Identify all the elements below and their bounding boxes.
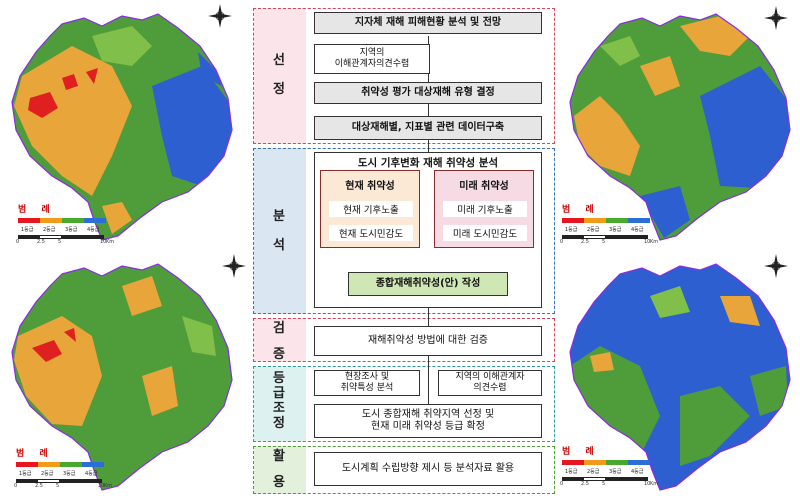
current-vulnerability-title: 현재 취약성 [345, 181, 395, 192]
legend-color-4 [628, 460, 650, 465]
future-exposure: 미래 기후노출 [443, 201, 527, 217]
section-label-verification: 검 증 [273, 321, 285, 362]
current-sensitivity: 현재 도시민감도 [329, 225, 413, 241]
compass-icon [222, 254, 246, 282]
scale-tick-label: 10 [100, 239, 107, 245]
scale-tick-label: 10 [644, 239, 651, 245]
future-sensitivity: 미래 도시민감도 [443, 225, 527, 241]
verification-box: 재해취약성 방법에 대한 검증 [314, 326, 542, 356]
legend-color-4 [84, 218, 106, 223]
legend-level-label: 4등급 [87, 227, 100, 233]
composite-vulnerability-box: 종합재해취약성(안) 작성 [348, 272, 508, 296]
legend: 범 례 1등급 2등급 3등급 4등급 0 2.5 5 10 Km [16, 202, 118, 245]
legend-color-1 [562, 218, 584, 223]
legend-level-label: 1등급 [21, 227, 34, 233]
legend-color-1 [16, 462, 38, 467]
step-data-construction: 대상재해별, 지표별 관련 데이터구축 [314, 116, 542, 140]
scale-tick-label: 0 [560, 239, 564, 245]
future-vulnerability-panel: 미래 취약성 미래 기후노출 미래 도시민감도 [434, 170, 534, 248]
legend-color-4 [628, 218, 650, 223]
stakeholder-opinion-box: 지역의 이해관계자 의견수렴 [438, 370, 542, 396]
legend-level-label: 1등급 [19, 471, 32, 477]
scale-tick-label: 2.5 [37, 239, 45, 245]
vulnerability-map-svg [569, 263, 791, 491]
future-vulnerability-title: 미래 취약성 [459, 181, 509, 192]
scale-tick-label: 0 [560, 481, 564, 487]
final-grading-box: 도시 종합재해 취약지역 선정 및 현재 미래 취약성 등급 확정 [314, 404, 542, 438]
legend-level-label: 1등급 [565, 469, 578, 475]
utilization-box: 도시계획 수립방향 제시 등 분석자료 활용 [314, 452, 542, 486]
legend-level-label: 2등급 [587, 469, 600, 475]
legend-color-4 [82, 462, 104, 467]
scale-tick-label: 2.5 [581, 481, 589, 487]
scale-tick-label: 0 [14, 483, 18, 489]
legend-color-2 [40, 218, 62, 223]
legend-color-1 [18, 218, 40, 223]
compass-icon [764, 254, 788, 282]
legend-level-label: 3등급 [63, 471, 76, 477]
scale-tick-label: 10 [644, 481, 651, 487]
legend-level-label: 4등급 [85, 471, 98, 477]
step-damage-analysis: 지자체 재해 피해현황 분석 및 전망 [314, 12, 542, 34]
map-top-left: 범 례 1등급 2등급 3등급 4등급 0 2.5 5 10 Km [2, 6, 238, 245]
legend-color-3 [606, 460, 628, 465]
legend-color-3 [60, 462, 82, 467]
section-label-utilization: 활 용 [273, 449, 285, 490]
legend-title: 범 례 [562, 205, 600, 215]
legend-level-label: 3등급 [65, 227, 78, 233]
legend-level-label: 3등급 [609, 469, 622, 475]
legend-level-label: 4등급 [631, 469, 644, 475]
map-bottom-left: 범 례 1등급 2등급 3등급 4등급 0 2.5 5 10 Km [2, 256, 238, 494]
vulnerability-map-svg [11, 263, 233, 491]
scale-tick-label: 5 [602, 481, 606, 487]
scale-tick-label: 2.5 [581, 239, 589, 245]
vulnerability-map-svg [11, 13, 233, 241]
legend-title: 범 례 [16, 449, 54, 459]
legend-level-label: 2등급 [43, 227, 56, 233]
section-label-selection: 선 정 [273, 53, 285, 97]
scale-tick-label: 5 [602, 239, 606, 245]
section-label-grading: 등 급 조 정 [273, 371, 285, 431]
scale-tick-label: 5 [58, 239, 62, 245]
legend-color-2 [584, 218, 606, 223]
scale-tick-label: 5 [56, 483, 60, 489]
map-top-right: 범 례 1등급 2등급 3등급 4등급 0 2.5 5 10 Km [560, 6, 796, 245]
current-exposure: 현재 기후노출 [329, 201, 413, 217]
compass-icon [764, 6, 788, 34]
field-survey-box: 현장조사 및 취약특성 분석 [314, 370, 420, 396]
legend-level-label: 4등급 [631, 227, 644, 233]
scale-tick-label: 0 [16, 239, 20, 245]
legend-color-1 [562, 460, 584, 465]
scale-tick-label: 10 [98, 483, 105, 489]
scale-unit: Km [104, 483, 113, 489]
map-bottom-right: 범 례 1등급 2등급 3등급 4등급 0 2.5 5 10 Km [560, 256, 796, 494]
legend-color-2 [584, 460, 606, 465]
current-vulnerability-panel: 현재 취약성 현재 기후노출 현재 도시민감도 [320, 170, 420, 248]
legend-color-3 [62, 218, 84, 223]
scale-unit: Km [650, 239, 659, 245]
legend-title: 범 례 [562, 447, 600, 457]
legend-color-2 [38, 462, 60, 467]
legend-level-label: 2등급 [41, 471, 54, 477]
step-hazard-type: 취약성 평가 대상재해 유형 결정 [314, 82, 542, 104]
scale-unit: Km [650, 481, 659, 487]
legend-level-label: 2등급 [587, 227, 600, 233]
legend-color-3 [606, 218, 628, 223]
legend: 범 례 1등급 2등급 3등급 4등급 0 2.5 5 10 Km [14, 446, 116, 490]
legend-level-label: 1등급 [565, 227, 578, 233]
compass-icon [208, 4, 232, 32]
scale-unit: Km [106, 239, 115, 245]
analysis-title: 도시 기후변화 재해 취약성 분석 [357, 157, 499, 169]
legend-level-label: 3등급 [609, 227, 622, 233]
scale-tick-label: 2.5 [35, 483, 43, 489]
step-stakeholder-opinion: 지역의 이해관계자의견수렴 [314, 44, 430, 74]
legend: 범 례 1등급 2등급 3등급 4등급 0 2.5 5 10 Km [560, 202, 662, 245]
legend-title: 범 례 [18, 205, 56, 215]
vulnerability-map-svg [569, 13, 791, 241]
legend: 범 례 1등급 2등급 3등급 4등급 0 2.5 5 10 Km [560, 444, 662, 488]
section-label-analysis: 분 석 [273, 209, 285, 253]
